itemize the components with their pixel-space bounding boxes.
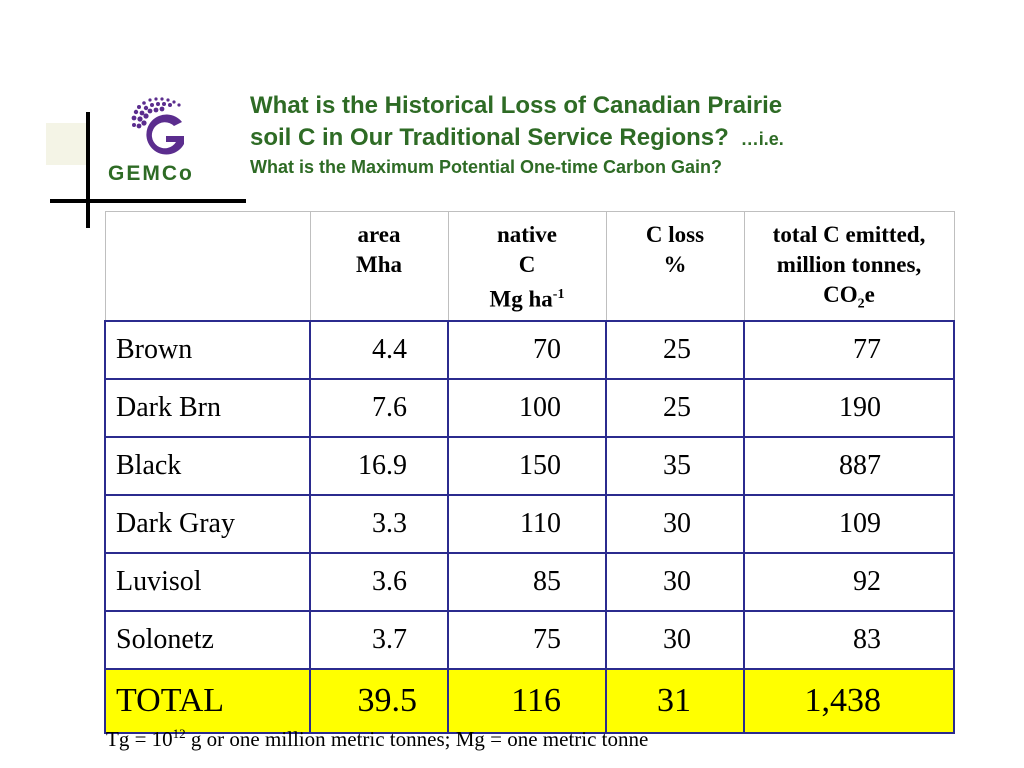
cell-native: 75	[447, 609, 607, 670]
decorative-vertical-line	[86, 112, 90, 228]
row-label: Luvisol	[104, 551, 311, 612]
header-closs-line2: %	[663, 252, 687, 277]
table-header-row: area Mha native C Mg ha-1 C loss % total…	[104, 210, 955, 322]
cell-total: 92	[743, 551, 955, 612]
header-total-e: e	[864, 282, 875, 307]
footnote-suffix: g or one million metric tonnes; Mg = one…	[185, 727, 649, 751]
decorative-accent-block	[46, 123, 88, 165]
cell-area: 7.6	[309, 377, 449, 438]
title-aside: …i.e.	[740, 129, 784, 149]
header-native: native C Mg ha-1	[447, 210, 607, 322]
title-line-2: soil C in Our Traditional Service Region…	[250, 122, 990, 155]
total-native: 116	[447, 667, 607, 734]
header-total-line1: total C emitted,	[772, 222, 926, 247]
title-line-2-text: soil C in Our Traditional Service Region…	[250, 124, 729, 151]
row-label: Dark Gray	[104, 493, 311, 554]
header-total: total C emitted, million tonnes, CO2e	[743, 210, 955, 322]
slide-title: What is the Historical Loss of Canadian …	[250, 90, 990, 179]
gemco-logo: GEMCo	[104, 96, 234, 196]
soil-carbon-table: area Mha native C Mg ha-1 C loss % total…	[104, 210, 955, 734]
header-area: area Mha	[309, 210, 449, 322]
cell-closs: 30	[605, 493, 745, 554]
header-total-co: CO	[823, 282, 858, 307]
header-native-line2: C	[518, 252, 536, 277]
cell-total: 77	[743, 319, 955, 380]
header-total-sub: 2	[857, 296, 865, 312]
cell-area: 4.4	[309, 319, 449, 380]
cell-area: 3.7	[309, 609, 449, 670]
cell-closs: 30	[605, 609, 745, 670]
decorative-horizontal-line	[50, 199, 246, 203]
cell-total: 109	[743, 493, 955, 554]
cell-closs: 30	[605, 551, 745, 612]
header-closs: C loss %	[605, 210, 745, 322]
cell-closs: 25	[605, 319, 745, 380]
logo-wordmark: GEMCo	[108, 162, 194, 185]
table-row: Luvisol 3.6 85 30 92	[104, 551, 955, 612]
row-label: Black	[104, 435, 311, 496]
row-label: Brown	[104, 319, 311, 380]
header-area-line2: Mha	[356, 252, 402, 277]
table-row: Dark Gray 3.3 110 30 109	[104, 493, 955, 554]
cell-area: 16.9	[309, 435, 449, 496]
table-row: Black 16.9 150 35 887	[104, 435, 955, 496]
title-line-1: What is the Historical Loss of Canadian …	[250, 92, 783, 119]
footnote: Tg = 1012 g or one million metric tonnes…	[106, 726, 648, 752]
footnote-sup: 12	[172, 726, 186, 741]
gemco-g-icon	[131, 97, 184, 155]
table-total-row: TOTAL 39.5 116 31 1,438	[104, 667, 955, 734]
total-area: 39.5	[309, 667, 449, 734]
cell-total: 190	[743, 377, 955, 438]
table-row: Brown 4.4 70 25 77	[104, 319, 955, 380]
header-total-line2: million tonnes,	[776, 252, 922, 277]
cell-total: 83	[743, 609, 955, 670]
cell-native: 150	[447, 435, 607, 496]
cell-total: 887	[743, 435, 955, 496]
table-row: Dark Brn 7.6 100 25 190	[104, 377, 955, 438]
header-native-unit: Mg ha	[489, 286, 553, 312]
row-label: Dark Brn	[104, 377, 311, 438]
header-empty	[104, 210, 311, 322]
footnote-prefix: Tg = 10	[106, 727, 173, 751]
total-total: 1,438	[743, 667, 955, 734]
cell-area: 3.6	[309, 551, 449, 612]
header-closs-line1: C loss	[645, 222, 705, 247]
total-label: TOTAL	[104, 667, 311, 734]
cell-native: 85	[447, 551, 607, 612]
cell-native: 110	[447, 493, 607, 554]
total-closs: 31	[605, 667, 745, 734]
slide-subtitle: What is the Maximum Potential One-time C…	[250, 157, 723, 177]
cell-native: 70	[447, 319, 607, 380]
cell-closs: 25	[605, 377, 745, 438]
cell-native: 100	[447, 377, 607, 438]
header-total-line3: CO2e	[745, 280, 954, 320]
cell-closs: 35	[605, 435, 745, 496]
header-native-sup: -1	[552, 287, 565, 302]
header-native-line1: native	[496, 222, 558, 247]
table-row: Solonetz 3.7 75 30 83	[104, 609, 955, 670]
row-label: Solonetz	[104, 609, 311, 670]
cell-area: 3.3	[309, 493, 449, 554]
header-native-line3: Mg ha-1	[449, 280, 606, 315]
header-area-line1: area	[357, 222, 401, 247]
